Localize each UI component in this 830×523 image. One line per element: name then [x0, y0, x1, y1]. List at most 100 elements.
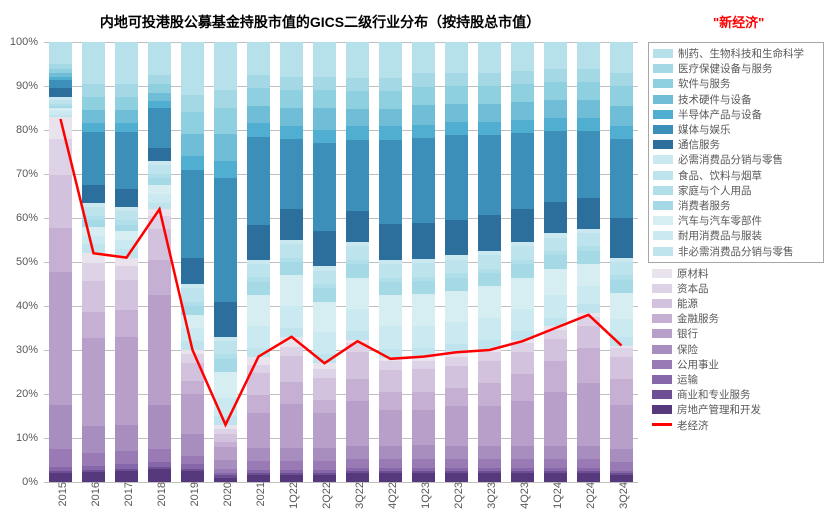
x-tick-label: 4Q22 [383, 482, 399, 509]
legend-section-old-economy: 原材料资本品能源金融服务银行保险公用事业运输商业和专业服务房地产管理和开发老经济 [648, 263, 824, 436]
x-tick-label: 3Q23 [482, 482, 498, 509]
legend-item: 公用事业 [652, 357, 820, 372]
legend-item: 半导体产品与设备 [653, 107, 819, 122]
legend-swatch [652, 284, 672, 293]
x-tick-label: 1Q22 [284, 482, 300, 509]
y-tick-label: 60% [16, 212, 44, 224]
x-tick-label: 2Q22 [317, 482, 333, 509]
legend-label: 家庭与个人用品 [678, 183, 752, 198]
legend-label: 医疗保健设备与服务 [678, 61, 773, 76]
x-tick-label: 2019 [185, 482, 201, 506]
legend-item: 必需消费品分销与零售 [653, 152, 819, 167]
legend-item: 家庭与个人用品 [653, 183, 819, 198]
legend-label: 原材料 [677, 266, 709, 281]
y-tick-label: 40% [16, 300, 44, 312]
legend-label: 老经济 [677, 418, 709, 433]
y-tick-label: 0% [22, 476, 44, 488]
legend-label: 必需消费品分销与零售 [678, 152, 783, 167]
legend-swatch [653, 231, 673, 240]
y-tick-label: 10% [16, 432, 44, 444]
legend-label: 半导体产品与设备 [678, 107, 762, 122]
legend-label: 汽车与汽车零部件 [678, 213, 762, 228]
y-tick-label: 20% [16, 388, 44, 400]
y-tick-label: 90% [16, 80, 44, 92]
legend-label: 商业和专业服务 [677, 387, 751, 402]
x-tick-label: 1Q24 [548, 482, 564, 509]
legend-item: 能源 [652, 296, 820, 311]
y-tick-label: 70% [16, 168, 44, 180]
legend-item: 制药、生物科技和生命科学 [653, 46, 819, 61]
legend-item: 通信服务 [653, 137, 819, 152]
legend-item: 媒体与娱乐 [653, 122, 819, 137]
legend-item: 原材料 [652, 266, 820, 281]
line-overlay [44, 42, 638, 482]
y-tick-label: 100% [10, 36, 44, 48]
legend-swatch [653, 216, 673, 225]
legend-swatch [652, 405, 672, 414]
legend-swatch [652, 390, 672, 399]
legend-label: 通信服务 [678, 137, 720, 152]
legend-item: 保险 [652, 342, 820, 357]
legend-label: 运输 [677, 372, 698, 387]
x-tick-label: 2018 [152, 482, 168, 506]
legend-label: 保险 [677, 342, 698, 357]
legend-item: 非必需消费品分销与零售 [653, 243, 819, 258]
y-tick-label: 50% [16, 256, 44, 268]
legend-swatch [652, 314, 672, 323]
legend-item: 汽车与汽车零部件 [653, 213, 819, 228]
legend-label: 房地产管理和开发 [677, 402, 761, 417]
legend: 制药、生物科技和生命科学医疗保健设备与服务软件与服务技术硬件与设备半导体产品与设… [648, 42, 824, 436]
legend-label: 技术硬件与设备 [678, 92, 752, 107]
legend-item: 金融服务 [652, 311, 820, 326]
legend-section-new-economy: 制药、生物科技和生命科学医疗保健设备与服务软件与服务技术硬件与设备半导体产品与设… [648, 42, 824, 263]
legend-swatch [652, 299, 672, 308]
x-tick-label: 2016 [86, 482, 102, 506]
legend-label: 资本品 [677, 281, 709, 296]
plot-area: 0%10%20%30%40%50%60%70%80%90%100%2015201… [44, 42, 638, 482]
legend-swatch [653, 247, 673, 256]
legend-label: 能源 [677, 296, 698, 311]
x-tick-label: 4Q23 [515, 482, 531, 509]
y-tick-label: 30% [16, 344, 44, 356]
legend-item: 老经济 [652, 418, 820, 433]
legend-swatch [653, 155, 673, 164]
legend-label: 非必需消费品分销与零售 [678, 244, 794, 259]
y-tick-label: 80% [16, 124, 44, 136]
legend-swatch [652, 360, 672, 369]
x-tick-label: 2Q24 [581, 482, 597, 509]
legend-swatch [653, 186, 673, 195]
legend-label: 耐用消费品与服装 [678, 228, 762, 243]
legend-item: 食品、饮料与烟草 [653, 168, 819, 183]
legend-swatch [653, 95, 673, 104]
legend-item: 技术硬件与设备 [653, 92, 819, 107]
legend-label: 食品、饮料与烟草 [678, 168, 762, 183]
legend-item: 商业和专业服务 [652, 387, 820, 402]
chart-root: 内地可投港股公募基金持股市值的GICS二级行业分布（按持股总市值） "新经济" … [0, 0, 830, 523]
legend-swatch [653, 64, 673, 73]
legend-swatch [652, 329, 672, 338]
legend-label: 制药、生物科技和生命科学 [678, 46, 804, 61]
old-economy-line [61, 119, 622, 425]
legend-label: 媒体与娱乐 [678, 122, 731, 137]
x-tick-label: 2017 [119, 482, 135, 506]
legend-swatch [653, 110, 673, 119]
x-tick-label: 2021 [251, 482, 267, 506]
chart-title: 内地可投港股公募基金持股市值的GICS二级行业分布（按持股总市值） [0, 12, 640, 32]
x-tick-label: 1Q23 [416, 482, 432, 509]
x-tick-label: 2015 [53, 482, 69, 506]
legend-item: 银行 [652, 326, 820, 341]
legend-swatch [652, 345, 672, 354]
legend-item: 运输 [652, 372, 820, 387]
legend-item: 消费者服务 [653, 198, 819, 213]
legend-swatch [653, 49, 673, 58]
legend-swatch [653, 140, 673, 149]
legend-swatch [653, 171, 673, 180]
x-tick-label: 2Q23 [449, 482, 465, 509]
legend-label: 金融服务 [677, 311, 719, 326]
legend-swatch [653, 125, 673, 134]
legend-swatch [652, 375, 672, 384]
legend-item: 资本品 [652, 281, 820, 296]
x-tick-label: 2020 [218, 482, 234, 506]
legend-item: 房地产管理和开发 [652, 402, 820, 417]
legend-label: 银行 [677, 326, 698, 341]
